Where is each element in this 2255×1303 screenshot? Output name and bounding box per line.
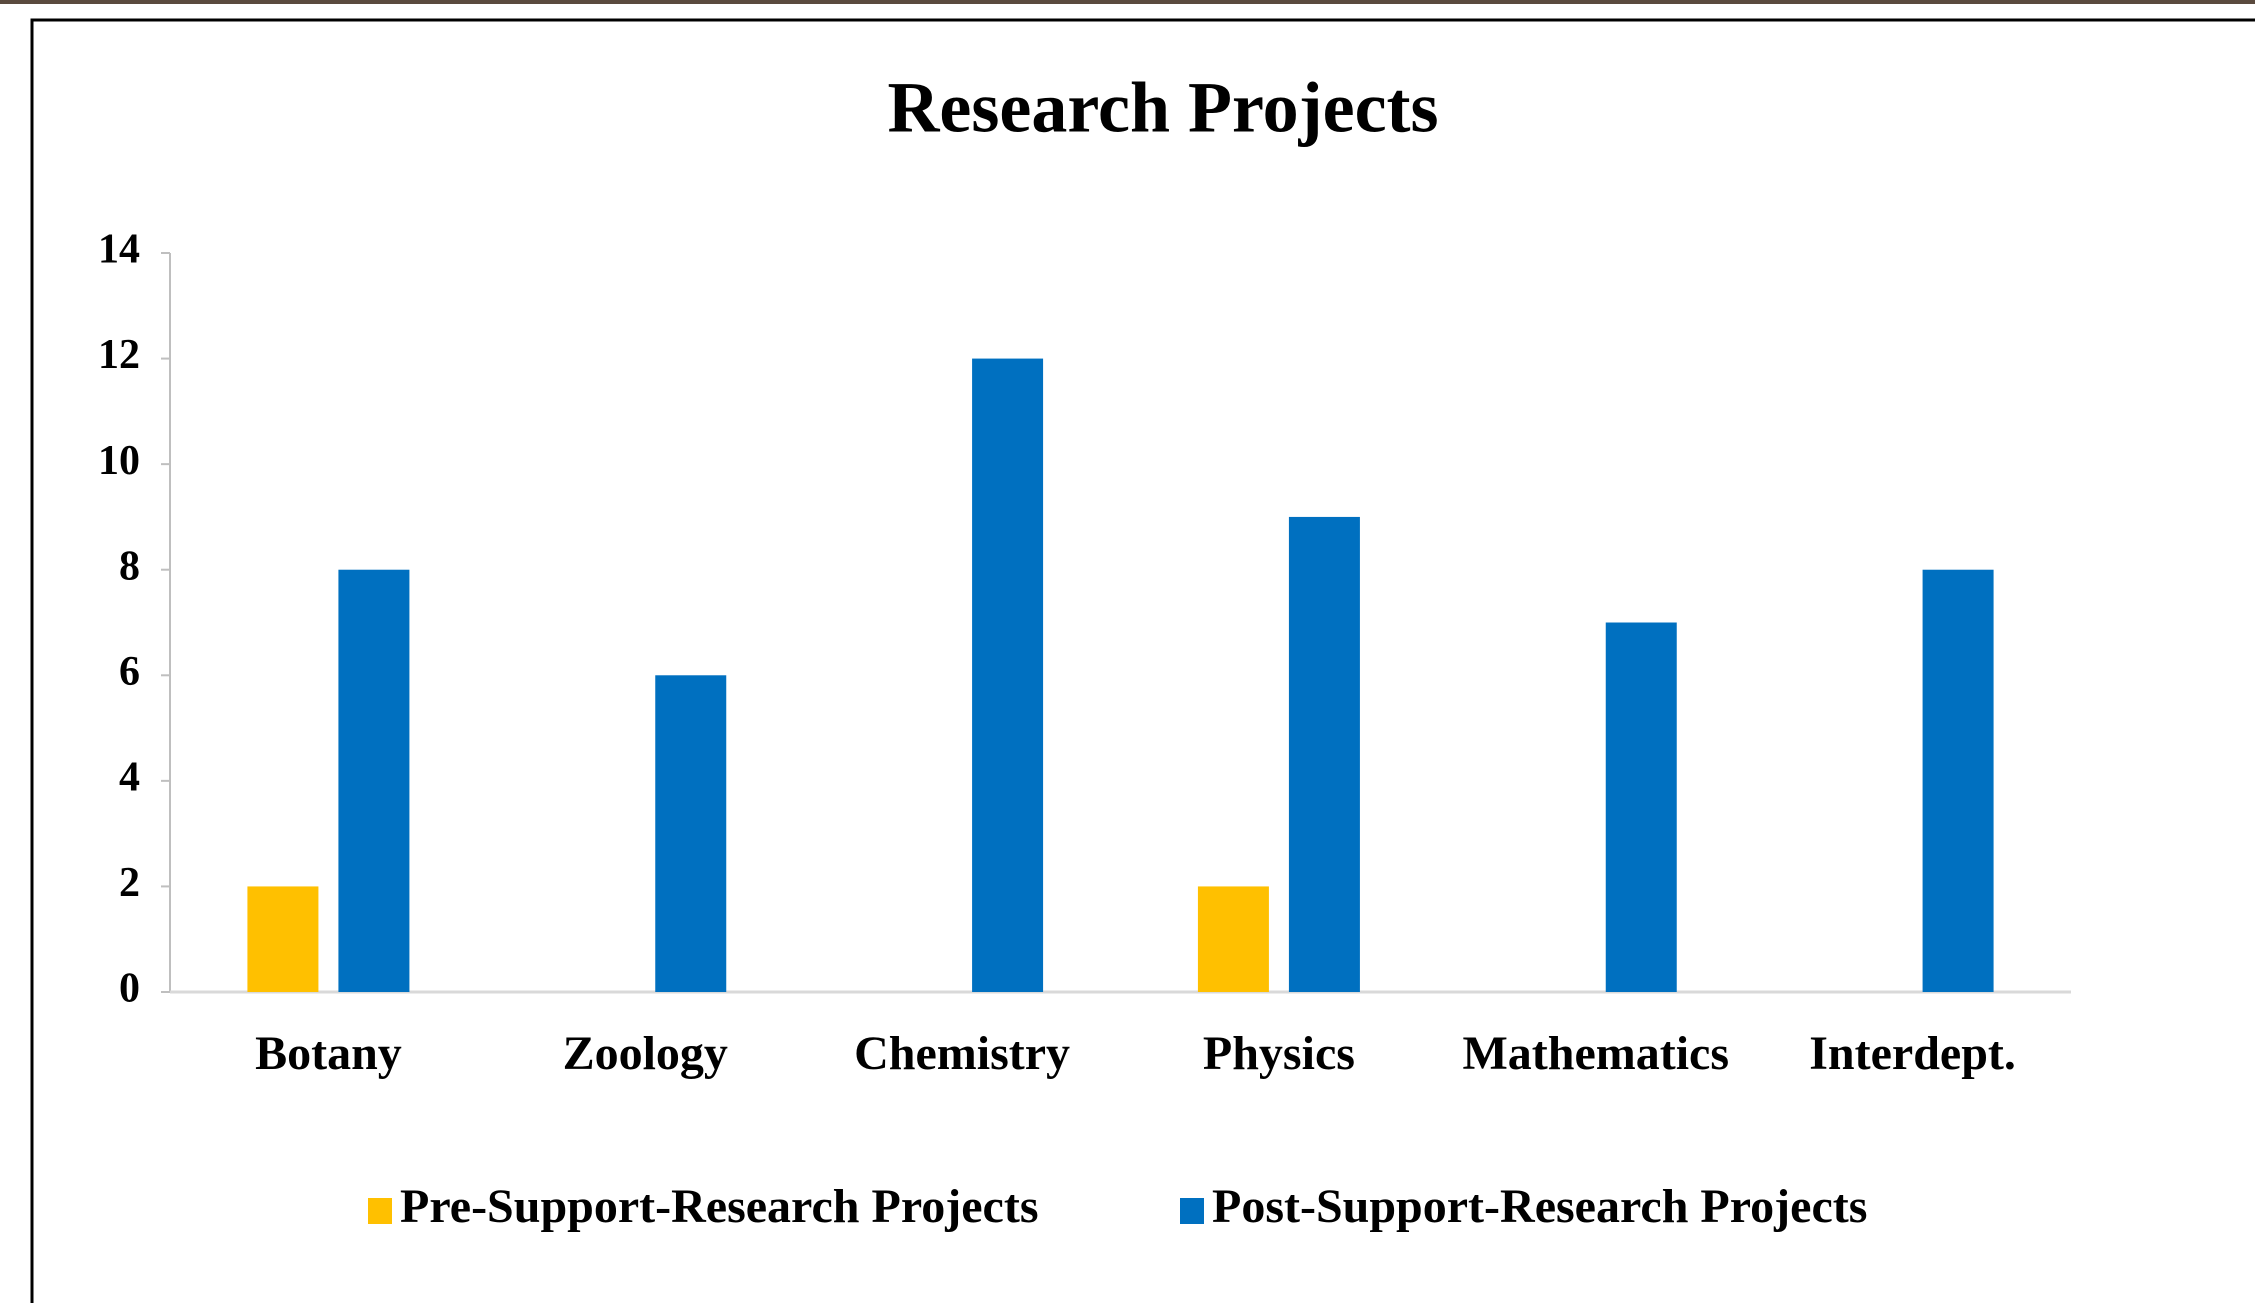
legend-swatch: [368, 1198, 392, 1224]
y-tick-label: 14: [98, 227, 140, 273]
y-tick-label: 2: [119, 860, 140, 906]
bar: [655, 675, 727, 992]
bar: [972, 358, 1044, 993]
y-tick-label: 6: [119, 649, 140, 695]
bar: [247, 886, 319, 992]
legend-label: Pre-Support-Research Projects: [400, 1180, 1039, 1233]
y-tick-label: 12: [98, 332, 140, 378]
x-tick-label: Interdept.: [1809, 1027, 2016, 1080]
x-tick-label: Zoology: [563, 1027, 728, 1080]
x-tick-label: Botany: [255, 1027, 402, 1080]
x-tick-label: Physics: [1203, 1027, 1355, 1080]
legend-swatch: [1180, 1198, 1204, 1224]
legend-label: Post-Support-Research Projects: [1212, 1180, 1867, 1233]
y-tick-label: 8: [119, 543, 140, 589]
chart-title: Research Projects: [887, 68, 1438, 148]
y-tick-label: 10: [98, 438, 140, 484]
bar: [1605, 622, 1677, 992]
x-tick-label: Mathematics: [1462, 1027, 1729, 1080]
bar: [1197, 886, 1269, 992]
top-strip: [0, 0, 2255, 4]
bar: [338, 569, 410, 992]
bar: [1288, 516, 1360, 992]
x-tick-label: Chemistry: [854, 1027, 1070, 1080]
y-tick-label: 0: [119, 966, 140, 1012]
y-tick-label: 4: [119, 754, 140, 800]
bar: [1922, 569, 1994, 992]
